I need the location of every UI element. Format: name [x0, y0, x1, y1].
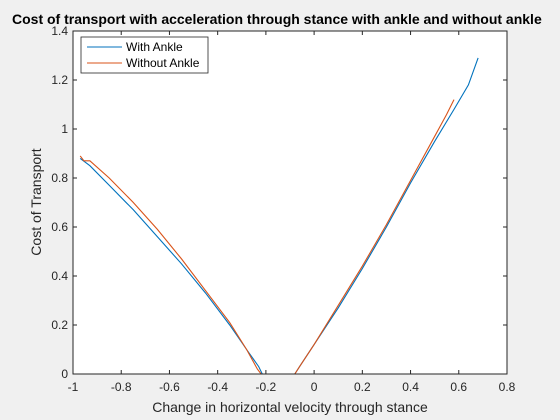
legend-entry: Without Ankle	[126, 56, 200, 70]
legend-box	[80, 36, 209, 74]
y-tick-label: 0.4	[51, 269, 68, 283]
x-tick-label: -0.2	[256, 380, 277, 394]
y-axis-label: Cost of Transport	[28, 148, 44, 255]
y-tick-label: 1.4	[51, 24, 68, 38]
legend-entry: With Ankle	[126, 40, 183, 54]
chart-title: Cost of transport with acceleration thro…	[12, 11, 542, 27]
x-tick-label: -0.8	[111, 380, 132, 394]
y-tick-label: 0	[61, 367, 68, 381]
x-tick-label: 0.2	[354, 380, 371, 394]
x-tick-label: -0.4	[207, 380, 228, 394]
y-tick-label: 0.6	[51, 220, 68, 234]
x-axis-label: Change in horizontal velocity through st…	[152, 399, 428, 415]
x-tick-label: 0.4	[402, 380, 419, 394]
y-tick-label: 1.2	[51, 73, 68, 87]
y-tick-label: 0.8	[51, 171, 68, 185]
x-tick-label: -0.6	[159, 380, 180, 394]
x-axis: -1 -0.8 -0.6 -0.4 -0.2 0 0.2 0.4 0.6 0.8	[68, 31, 516, 394]
legend: With Ankle Without Ankle	[80, 36, 209, 74]
x-tick-label: -1	[68, 380, 79, 394]
x-tick-label: 0.6	[450, 380, 467, 394]
y-axis: 0 0.2 0.4 0.6 0.8 1 1.2 1.4	[51, 24, 507, 381]
plot-frame	[72, 30, 508, 375]
x-tick-label: 0.8	[499, 380, 516, 394]
y-tick-label: 0.2	[51, 318, 68, 332]
plot-area	[73, 31, 507, 374]
y-tick-label: 1	[61, 122, 68, 136]
x-tick-label: 0	[311, 380, 318, 394]
